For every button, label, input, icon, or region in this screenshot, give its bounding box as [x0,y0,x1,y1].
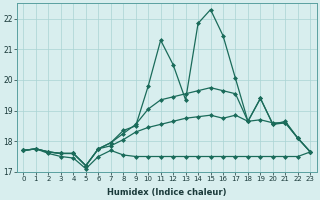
X-axis label: Humidex (Indice chaleur): Humidex (Indice chaleur) [107,188,227,197]
